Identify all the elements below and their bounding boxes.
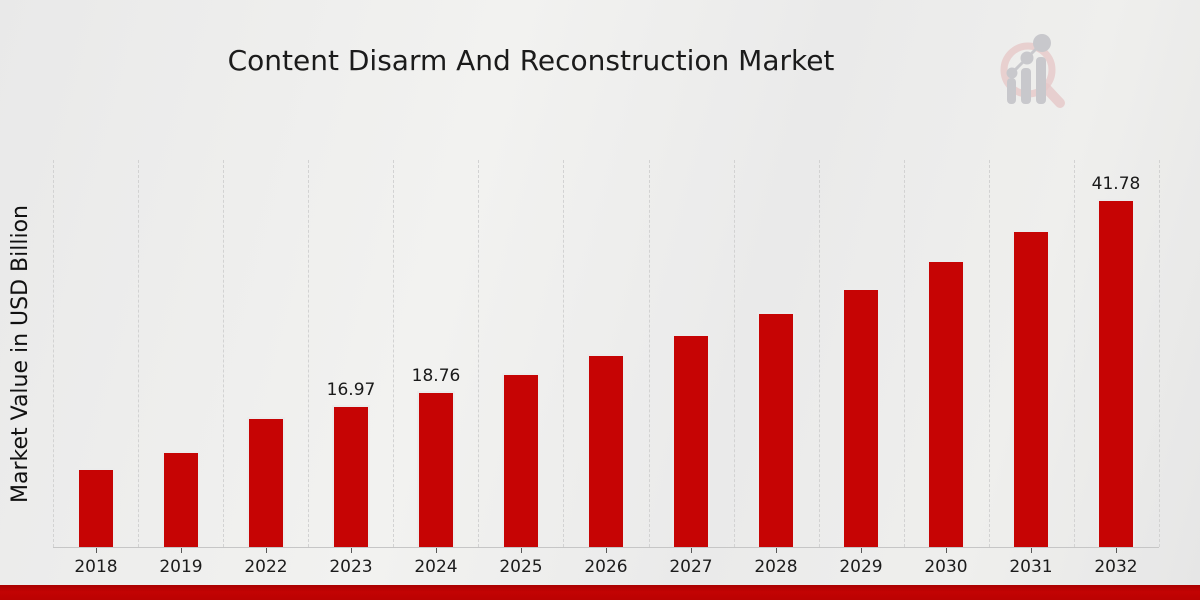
x-axis-tick [1031, 548, 1032, 553]
bar-2018 [77, 468, 115, 547]
bar-2026 [587, 354, 625, 547]
bar-2027 [672, 334, 710, 547]
x-axis-label-2028: 2028 [754, 557, 798, 577]
bar-value-label: 18.76 [411, 366, 461, 386]
vertical-gridline [138, 160, 139, 547]
x-axis-label-2030: 2030 [924, 557, 968, 577]
x-axis-tick [861, 548, 862, 553]
x-axis-label-2031: 2031 [1009, 557, 1053, 577]
bar-2030 [927, 260, 965, 547]
vertical-gridline [734, 160, 735, 547]
x-axis-label-2029: 2029 [839, 557, 883, 577]
vertical-gridline [563, 160, 564, 547]
plot-area: 2018 2019 2022 16.97 2023 18.76 2024 2025 2026 20… [53, 160, 1160, 577]
x-axis-tick [351, 548, 352, 553]
bar-2031 [1012, 230, 1050, 547]
x-axis-tick [181, 548, 182, 553]
bar-2019 [162, 451, 200, 547]
bar-value-label: 16.97 [326, 380, 376, 400]
x-axis-tick [776, 548, 777, 553]
vertical-gridline [649, 160, 650, 547]
magnifier-bars-logo-icon [1000, 34, 1065, 108]
x-axis-label-2023: 2023 [329, 557, 373, 577]
y-axis-label: Market Value in USD Billion [8, 204, 33, 504]
x-axis-tick [1116, 548, 1117, 553]
x-axis-tick [521, 548, 522, 553]
x-axis-label-2032: 2032 [1094, 557, 1138, 577]
x-axis-label-2025: 2025 [499, 557, 543, 577]
x-axis-label-2024: 2024 [414, 557, 458, 577]
vertical-gridline [53, 160, 54, 547]
bar-2022 [247, 417, 285, 547]
x-axis-tick [606, 548, 607, 553]
x-axis-tick [691, 548, 692, 553]
bar-value-label: 41.78 [1091, 174, 1141, 194]
x-axis-label-2022: 2022 [244, 557, 288, 577]
vertical-gridline [393, 160, 394, 547]
chart-title: Content Disarm And Reconstruction Market [227, 44, 835, 77]
vertical-gridline [819, 160, 820, 547]
x-axis-tick [266, 548, 267, 553]
bottom-red-banner [0, 585, 1200, 600]
x-axis-tick [96, 548, 97, 553]
vertical-gridline [223, 160, 224, 547]
vertical-gridline [1074, 160, 1075, 547]
vertical-gridline [478, 160, 479, 547]
x-axis-tick [946, 548, 947, 553]
x-axis-tick [436, 548, 437, 553]
x-axis-label-2018: 2018 [74, 557, 118, 577]
vertical-gridline [989, 160, 990, 547]
bar-2032 [1097, 199, 1135, 547]
bar-2024 [417, 391, 455, 547]
bar-2023 [332, 405, 370, 547]
x-axis-label-2019: 2019 [159, 557, 203, 577]
x-axis-label-2027: 2027 [669, 557, 713, 577]
bar-2028 [757, 312, 795, 547]
x-axis-label-2026: 2026 [584, 557, 628, 577]
vertical-gridline [1159, 160, 1160, 547]
vertical-gridline [308, 160, 309, 547]
vertical-gridline [904, 160, 905, 547]
bar-2025 [502, 373, 540, 547]
bar-2029 [842, 288, 880, 547]
